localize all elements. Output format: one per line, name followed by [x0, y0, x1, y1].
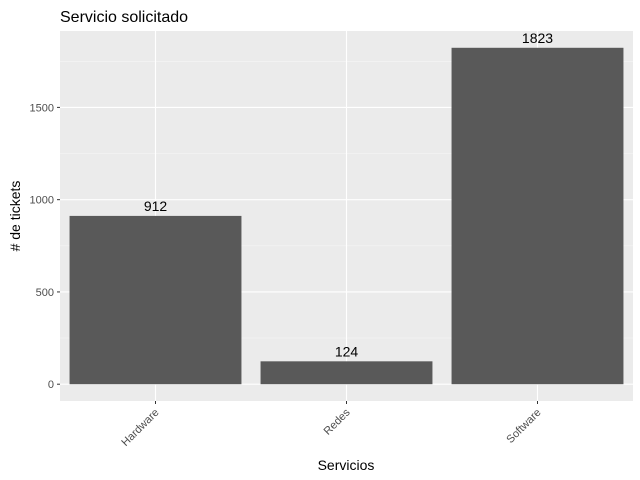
x-tick-label-hardware: Hardware — [119, 407, 161, 449]
bar-redes — [260, 361, 433, 385]
bar-hardware — [69, 215, 242, 385]
x-tick-label-redes: Redes — [322, 406, 353, 437]
y-tick-label: 1500 — [30, 102, 54, 114]
y-axis-title: # de tickets — [7, 181, 23, 252]
bars — [69, 47, 624, 385]
data-label-software: 1823 — [522, 30, 553, 46]
data-label-hardware: 912 — [144, 198, 168, 214]
x-axis-title: Servicios — [318, 457, 375, 473]
data-label-redes: 124 — [335, 343, 359, 359]
y-axis: 0 500 1000 1500 — [30, 102, 60, 391]
y-tick-label: 0 — [48, 379, 54, 391]
y-tick-label: 500 — [36, 287, 54, 299]
y-tick-label: 1000 — [30, 195, 54, 207]
chart-title: Servicio solicitado — [60, 9, 188, 26]
x-tick-label-software: Software — [504, 407, 543, 446]
bar-software — [451, 47, 624, 385]
data-labels: 912 124 1823 — [144, 30, 553, 360]
x-axis: Hardware Redes Software — [119, 401, 544, 449]
